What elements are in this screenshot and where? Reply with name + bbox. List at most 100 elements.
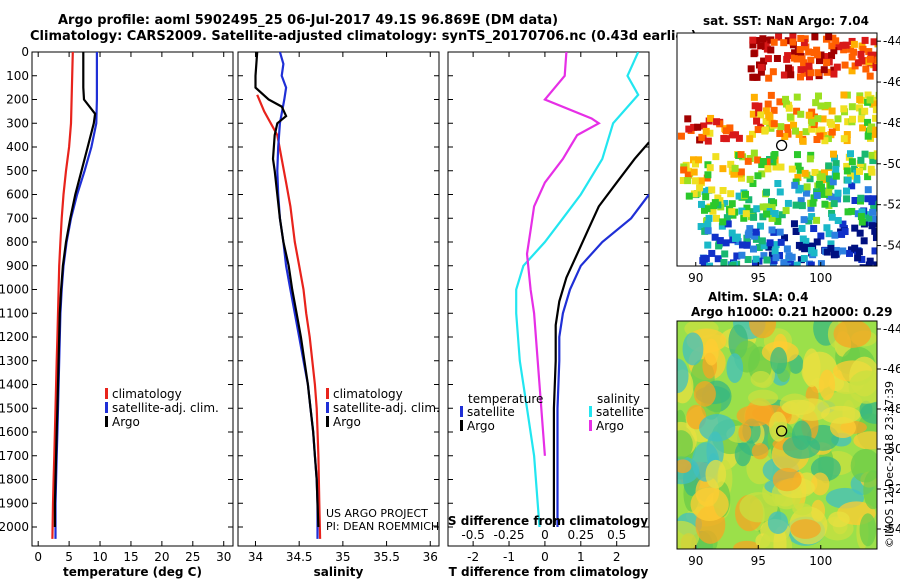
y-tick-label: 1800 xyxy=(0,473,29,487)
map-x-tick-label: 95 xyxy=(751,554,766,568)
y-tick-label: 300 xyxy=(6,116,29,130)
series-line-salinity-satellite xyxy=(515,52,640,528)
pi-text-line-1: US ARGO PROJECT xyxy=(326,507,428,520)
legend-swatch xyxy=(105,402,108,413)
x2-tick-label: 0.5 xyxy=(607,528,626,542)
x2-axis-label: S difference from climatology xyxy=(448,514,648,528)
x-tick-label: 10 xyxy=(92,550,107,564)
series-line-climatology xyxy=(256,94,322,539)
x-axis-label: T difference from climatology xyxy=(449,565,649,579)
legend-label: climatology xyxy=(333,387,403,401)
x-tick-label: 0 xyxy=(34,550,42,564)
legend-swatch xyxy=(326,416,329,427)
y-tick-label: 600 xyxy=(6,188,29,202)
x-tick-label: 20 xyxy=(154,550,169,564)
x-tick-label: 34.5 xyxy=(286,550,313,564)
legend-label: Argo xyxy=(596,419,624,433)
map-x-tick-label: 90 xyxy=(688,554,703,568)
series-line-temperature-satellite xyxy=(556,193,649,527)
legend-swatch xyxy=(326,402,329,413)
imos-credit: ©IMOS 12-Dec-2018 23:37:39 xyxy=(883,381,896,548)
sst-map-frame xyxy=(676,32,878,267)
y-tick-label: 100 xyxy=(6,69,29,83)
sla-map-argo-marker xyxy=(775,425,788,437)
legend-label: satellite xyxy=(596,405,644,419)
pi-text-line-2: PI: DEAN ROEMMICH xyxy=(326,520,439,533)
x-tick-label: 35.5 xyxy=(373,550,400,564)
plot-frame-2 xyxy=(237,51,440,547)
map-y-tick-label: -52 xyxy=(883,198,900,212)
x-tick-label: 34 xyxy=(248,550,263,564)
y-tick-label: 1500 xyxy=(0,401,29,415)
map-y-tick-label: -48 xyxy=(883,116,900,130)
y-tick-label: 700 xyxy=(6,211,29,225)
map-y-tick-label: -48 xyxy=(883,402,900,416)
x-tick-label: 5 xyxy=(65,550,73,564)
sla-map-field xyxy=(677,321,877,549)
y-tick-label: 1300 xyxy=(0,354,29,368)
y-tick-label: 1900 xyxy=(0,496,29,510)
x-tick-label: 35 xyxy=(335,550,350,564)
legend-label: climatology xyxy=(112,387,182,401)
sst-map xyxy=(676,32,881,267)
x-tick-label: 2 xyxy=(613,550,621,564)
y-tick-label: 1200 xyxy=(0,330,29,344)
legend-label: satellite-adj. clim. xyxy=(112,401,219,415)
map-y-tick-label: -50 xyxy=(883,157,900,171)
map-y-tick-label: -50 xyxy=(883,442,900,456)
legend-swatch xyxy=(589,420,592,431)
map-x-tick-label: 95 xyxy=(751,271,766,285)
y-tick-label: 1000 xyxy=(0,283,29,297)
x-tick-label: 30 xyxy=(216,550,231,564)
title-line-1: Argo profile: aoml 5902495_25 06-Jul-201… xyxy=(58,13,559,28)
sst-map-field xyxy=(677,33,877,266)
x-tick-label: 36 xyxy=(423,550,438,564)
map-y-tick-label: -54 xyxy=(883,239,900,253)
x2-tick-label: 0.25 xyxy=(567,528,594,542)
legend-swatch xyxy=(460,420,463,431)
map-y-tick-label: -44 xyxy=(883,322,900,336)
series-line-climatology xyxy=(51,52,74,539)
map-x-tick-label: 90 xyxy=(688,271,703,285)
series-line-temperature-argo xyxy=(552,141,649,527)
x-tick-label: -2 xyxy=(467,550,479,564)
series-line-argo xyxy=(254,52,320,528)
legend-swatch xyxy=(326,388,329,399)
series-line-salinity-argo xyxy=(525,52,601,456)
x-tick-label: 15 xyxy=(123,550,138,564)
title-line-2: Climatology: CARS2009. Satellite-adjuste… xyxy=(30,29,697,44)
map-y-tick-label: -46 xyxy=(883,362,900,376)
map-x-tick-label: 100 xyxy=(809,271,832,285)
x-tick-label: 0 xyxy=(541,550,549,564)
sla-map xyxy=(676,320,881,550)
legend-swatch xyxy=(105,416,108,427)
sst-map-argo-marker xyxy=(775,139,788,152)
y-tick-label: 1400 xyxy=(0,378,29,392)
sst-panel-title: sat. SST: NaN Argo: 7.04 xyxy=(703,14,869,28)
y-tick-label: 500 xyxy=(6,164,29,178)
legend-swatch xyxy=(589,406,592,417)
map-y-tick-label: -54 xyxy=(883,522,900,536)
sla-map-frame xyxy=(676,320,878,550)
sla-panel-title-2: Argo h1000: 0.21 h2000: 0.29 xyxy=(691,305,893,319)
sla-panel-title-1: Altim. SLA: 0.4 xyxy=(708,290,809,304)
legend-title-temperature: temperature xyxy=(468,392,543,406)
map-y-tick-label: -44 xyxy=(883,34,900,48)
x-tick-label: 1 xyxy=(577,550,585,564)
y-tick-label: 200 xyxy=(6,93,29,107)
x-tick-label: 25 xyxy=(185,550,200,564)
legend-label: Argo xyxy=(112,415,140,429)
y-tick-label: 1100 xyxy=(0,306,29,320)
legend-label: satellite xyxy=(467,405,515,419)
y-tick-label: 1700 xyxy=(0,449,29,463)
legend-label: satellite-adj. clim. xyxy=(333,401,440,415)
x-axis-label: salinity xyxy=(314,565,364,579)
map-y-tick-label: -46 xyxy=(883,75,900,89)
x-axis-label: temperature (deg C) xyxy=(63,565,202,579)
legend-title-salinity: salinity xyxy=(597,392,640,406)
y-tick-label: 1600 xyxy=(0,425,29,439)
map-x-tick-label: 100 xyxy=(809,554,832,568)
x2-tick-label: -0.5 xyxy=(461,528,484,542)
